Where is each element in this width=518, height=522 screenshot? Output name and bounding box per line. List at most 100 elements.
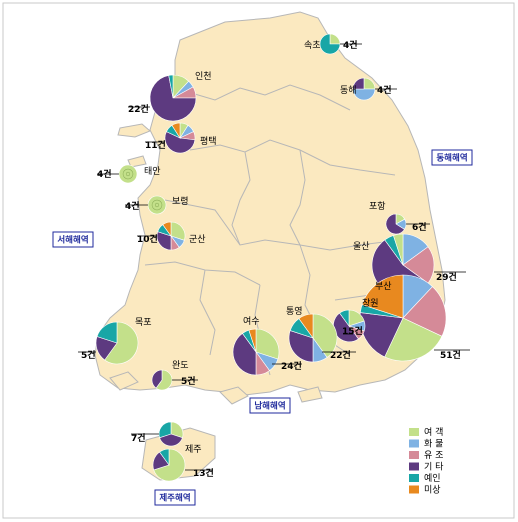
count-label-jeju: 13건 <box>193 467 214 479</box>
port-name-ulsan: 울산 <box>353 241 370 252</box>
pie-changwon <box>333 309 366 343</box>
sea-box-south <box>249 397 291 414</box>
pie-slice-yeosu-미상 <box>248 328 257 353</box>
legend-label-화물: 화 물 <box>424 439 443 450</box>
legend-label-예인: 예인 <box>424 473 441 484</box>
pie-slice-sokcho-예인 <box>319 33 341 55</box>
legend-swatch-미상 <box>409 485 419 494</box>
pie-slice-busan-미상 <box>361 274 404 319</box>
port-pie-charts <box>95 33 447 482</box>
sea-text-west: 서해해역 <box>57 235 88 246</box>
count-label-donghae: 4건 <box>377 84 392 96</box>
pie-slice-pohang-기타 <box>385 213 405 235</box>
legend-swatch-여객 <box>409 428 419 436</box>
count-label-gunsan: 10건 <box>137 233 158 245</box>
count-label-boryeong: 4건 <box>125 200 140 212</box>
legend-swatch-화물 <box>409 439 419 448</box>
pie-slice-gunsan-미상 <box>162 221 172 237</box>
port-name-donghae: 동해 <box>340 85 357 96</box>
pie-slice-jeju_n-예인 <box>158 421 172 439</box>
port-name-changwon: 창원 <box>362 298 379 309</box>
pie-slice-changwon-예인 <box>339 309 350 327</box>
pie-jeju <box>152 448 186 482</box>
sea-box-jeju <box>154 489 196 506</box>
legend-swatch-유조 <box>409 451 419 459</box>
legend-label-기타: 기 타 <box>424 462 444 473</box>
pie-slice-jeju-여객 <box>153 448 186 482</box>
pie-slice-busan-여객 <box>384 317 443 362</box>
sea-label-west: 서해해역 <box>52 231 94 248</box>
port-name-pohang: 포항 <box>369 201 386 212</box>
pie-slice-tongyeong-기타 <box>288 330 314 363</box>
pie-slice-jeju_n-기타 <box>159 433 183 447</box>
pie-boryeong <box>147 195 167 215</box>
sea-text-jeju: 제주해역 <box>159 493 190 504</box>
pie-incheon <box>149 74 197 122</box>
island-geoje <box>297 386 323 403</box>
island-ganghwa <box>117 123 151 138</box>
count-label-jeju_n: 7건 <box>131 432 146 444</box>
legend-swatch-예인 <box>409 474 419 482</box>
pie-slice-tongyeong-여객 <box>312 313 338 358</box>
pie-slice-busan-유조 <box>402 286 447 337</box>
sea-label-jeju: 제주해역 <box>154 489 196 506</box>
pie-slice-yeosu-여객 <box>255 328 280 360</box>
pie-taean <box>118 164 138 184</box>
legend-label-미상: 미상 <box>424 485 441 496</box>
pie-pyeongtaek <box>164 122 196 154</box>
port-name-taean: 태안 <box>144 166 161 177</box>
count-label-yeosu: 24건 <box>281 360 302 372</box>
sea-text-east: 동해해역 <box>436 153 467 164</box>
pie-slice-boryeong-여객 <box>147 195 167 215</box>
sea-box-west <box>52 231 94 248</box>
pie-slice-mokpo-예인 <box>96 321 118 344</box>
pie-slice-sokcho-여객 <box>329 33 341 45</box>
port-name-tongyeong: 통영 <box>286 306 303 317</box>
sea-label-south: 남해해역 <box>249 397 291 414</box>
pie-mokpo <box>95 321 139 365</box>
count-label-busan: 51건 <box>440 349 461 361</box>
count-label-sokcho: 4건 <box>343 39 358 51</box>
count-label-incheon: 22건 <box>128 103 149 115</box>
sea-text-south: 남해해역 <box>254 401 285 412</box>
pie-wando <box>151 369 173 391</box>
pie-sokcho <box>319 33 341 55</box>
port-name-mokpo: 목포 <box>135 317 152 328</box>
legend-label-유조: 유 조 <box>424 450 443 461</box>
legend-swatch-기타 <box>409 462 419 471</box>
pie-slice-wando-여객 <box>155 369 173 391</box>
pie-slice-jeju-예인 <box>159 448 170 466</box>
pie-slice-donghae-화물 <box>352 88 376 101</box>
island-westcoast <box>127 155 147 168</box>
port-name-jeju: 제주 <box>185 444 202 455</box>
count-label-changwon: 15건 <box>342 325 363 337</box>
pie-tongyeong <box>288 313 338 363</box>
port-name-gunsan: 군산 <box>189 234 206 245</box>
pie-slice-ulsan-여객 <box>393 233 404 266</box>
pie-jeju_n <box>158 421 184 447</box>
pie-slice-ulsan-유조 <box>402 246 435 284</box>
count-label-mokpo: 5건 <box>81 349 96 361</box>
pie-slice-mokpo-여객 <box>104 321 139 365</box>
pie-slice-tongyeong-미상 <box>298 313 314 339</box>
pie-busan <box>359 274 447 362</box>
port-name-busan: 부산 <box>375 281 392 292</box>
pie-slice-yeosu-기타 <box>232 332 257 376</box>
count-label-pyeongtaek: 11건 <box>145 139 166 151</box>
pie-slice-taean-여객 <box>118 164 138 184</box>
port-name-sokcho: 속초 <box>304 40 321 51</box>
island-namhae <box>219 386 249 405</box>
legend-label-여객: 여 객 <box>424 426 443 438</box>
pie-slice-gunsan-여객 <box>170 221 186 241</box>
count-label-pohang: 6건 <box>412 221 427 233</box>
pie-slice-gunsan-기타 <box>156 231 172 251</box>
pie-slice-pyeongtaek-미상 <box>171 122 181 140</box>
port-name-yeosu: 여수 <box>243 315 260 327</box>
pie-slice-pyeongtaek-기타 <box>164 131 196 154</box>
